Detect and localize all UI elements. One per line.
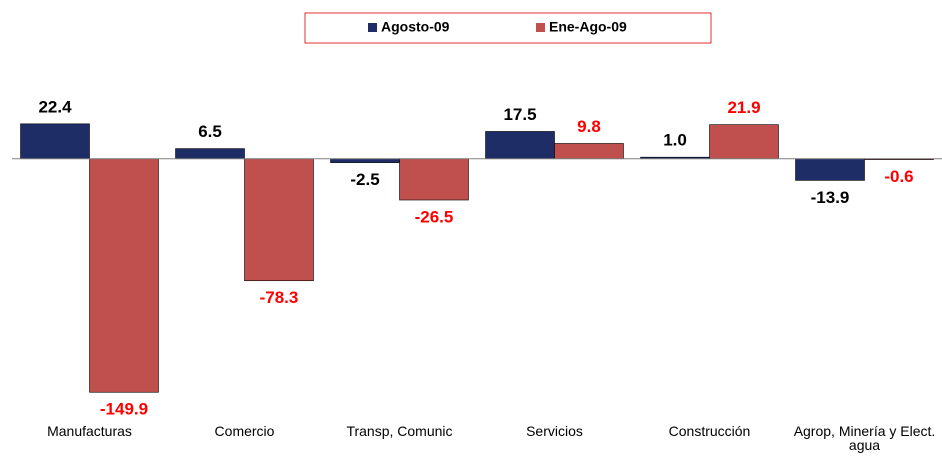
data-label: -0.6 [884,167,913,186]
bar [244,158,314,282]
data-label: -26.5 [415,208,454,227]
data-label: -2.5 [350,170,379,189]
x-tick-label: Manufacturas [47,423,132,439]
bar [330,158,400,163]
x-tick-label: Agrop, Minería y Elect. agua [793,423,936,453]
bar [89,158,159,393]
bar [485,131,555,160]
legend-label: Agosto-09 [381,19,450,35]
bar [399,158,469,201]
data-label: 6.5 [198,122,222,141]
legend-swatch [368,23,377,32]
bar [709,124,779,160]
bar [554,143,624,160]
data-label: -13.9 [811,188,850,207]
data-label: 22.4 [38,97,72,116]
x-tick-label: Comercio [214,423,275,439]
bar [20,123,90,160]
legend-label: Ene-Ago-09 [549,19,627,35]
x-tick-label: Servicios [526,423,583,439]
x-tick-label: Transp, Comunic [346,423,453,439]
data-label: -149.9 [100,400,148,419]
bar [795,158,865,181]
legend-swatch [536,23,545,32]
data-label: 9.8 [577,117,601,136]
data-label: 1.0 [663,131,687,150]
data-label: 21.9 [727,98,760,117]
bar [175,148,245,160]
data-label: -78.3 [260,288,299,307]
data-label: 17.5 [503,105,536,124]
legend-box [304,12,712,44]
x-tick-label: Construcción [668,423,751,439]
